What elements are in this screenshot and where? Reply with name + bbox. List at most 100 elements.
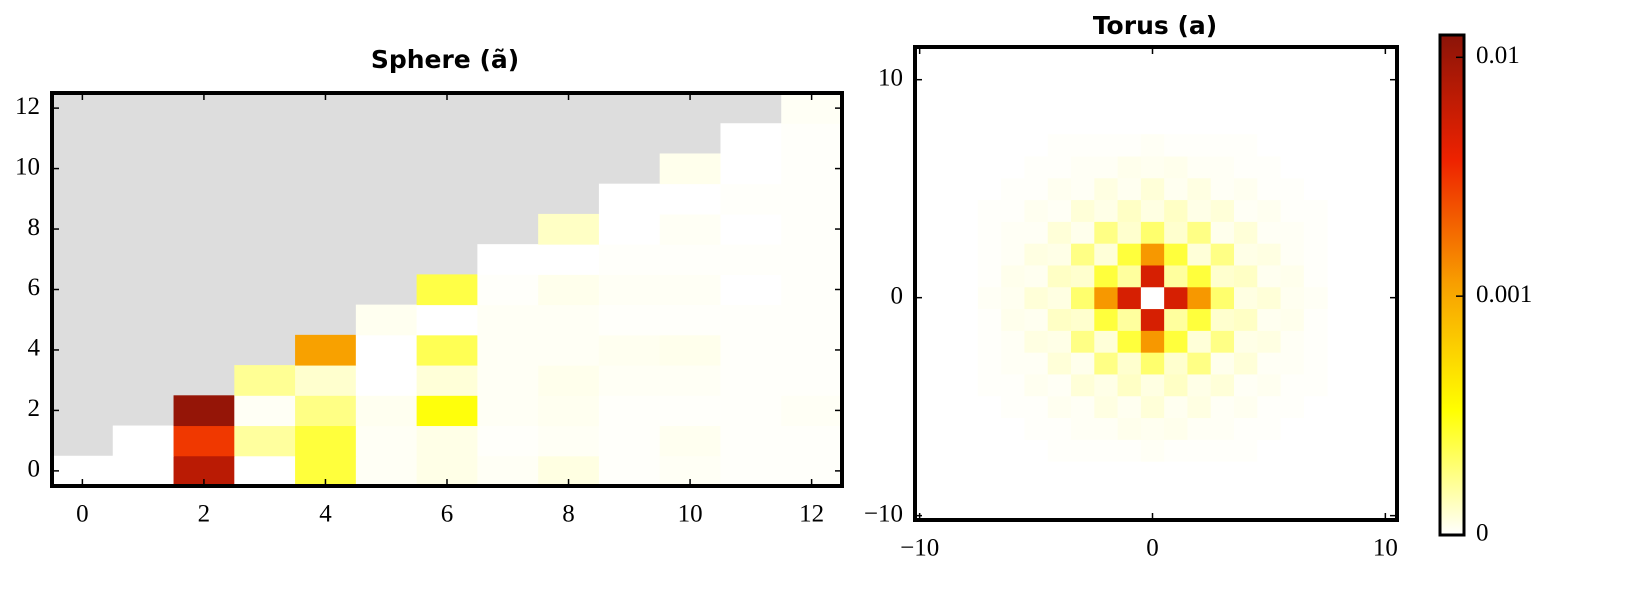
heatmap-cell [1164,373,1188,397]
heatmap-cell [659,304,721,336]
heatmap-cell [1164,352,1188,375]
heatmap-cell [1117,155,1142,179]
heatmap-cell [1117,177,1142,201]
heatmap-cell [1140,352,1165,375]
heatmap-cell [659,334,721,366]
x-tick-label: −10 [900,535,939,562]
heatmap-cell [1164,221,1188,244]
heatmap-cell [1280,155,1305,179]
heatmap-cell [234,455,296,487]
heatmap-cell [1071,395,1095,419]
heatmap-cell [295,425,357,457]
heatmap-cell [538,213,600,245]
heatmap-cell [234,395,296,427]
heatmap-cell [1210,243,1235,266]
heatmap-cell [1280,134,1305,157]
heatmap-cell [1024,395,1049,419]
heatmap-cell [355,395,418,427]
heatmap-cell [1187,308,1212,331]
heatmap-cell [1257,199,1282,222]
heatmap-cell [720,395,782,427]
heatmap-cell [977,417,1002,440]
heatmap-cell [1117,308,1142,331]
heatmap-cell [1164,417,1188,440]
heatmap-cell [720,455,782,487]
heatmap-cell [1234,264,1258,288]
heatmap-cell [1280,264,1305,288]
heatmap-cell [1140,308,1165,331]
heatmap-cell [477,365,539,396]
heatmap-cell [598,425,661,457]
heatmap-cell [1140,395,1165,419]
heatmap-cell [1187,264,1212,288]
heatmap-cell [1047,395,1072,419]
heatmap-cell [1117,221,1142,244]
heatmap-cell [720,153,782,185]
heatmap-cell [1187,352,1212,375]
heatmap-cell [1140,330,1165,353]
heatmap-cell [1094,243,1119,266]
heatmap-cell [781,395,843,427]
heatmap-cell [295,395,357,427]
heatmap-cell [1094,373,1119,397]
heatmap-cell [1047,243,1072,266]
heatmap-cell [1117,373,1142,397]
heatmap-cell [1210,417,1235,440]
heatmap-cell [977,395,1002,419]
heatmap-cell [477,274,539,306]
y-tick-label: 0 [28,456,41,483]
heatmap-cell [1303,264,1328,288]
y-tick-label: 2 [28,395,41,422]
heatmap-cell [1117,330,1142,353]
heatmap-cell [1140,177,1165,201]
heatmap-cell [1280,243,1305,266]
heatmap-cell [1001,308,1025,331]
heatmap-cell [1210,155,1235,179]
heatmap-cell [1117,439,1142,462]
heatmap-cell [781,213,843,245]
heatmap-cell [659,213,721,245]
heatmap-cell [1024,286,1049,310]
heatmap-cell [112,425,175,457]
heatmap-cell [1164,199,1188,222]
heatmap-cell [1303,243,1328,266]
heatmap-cell [1187,439,1212,462]
heatmap-cell [659,365,721,396]
heatmap-cell [1187,373,1212,397]
colorbar [1438,33,1466,537]
heatmap-cell [1280,221,1305,244]
heatmap-cell [720,123,782,154]
colorbar-tick-label: 0.01 [1476,42,1520,69]
heatmap-cell [1280,373,1305,397]
heatmap-cell [1024,373,1049,397]
heatmap-cell [1024,439,1049,462]
heatmap-cell [1280,417,1305,440]
heatmap-cell [1024,243,1049,266]
heatmap-cell [234,425,296,457]
heatmap-cell [598,274,661,306]
chart-title: Sphere (ã) [371,45,519,74]
heatmap-cell [1001,199,1025,222]
heatmap-cell [1257,177,1282,201]
heatmap-cell [1071,352,1095,375]
heatmap-cell [477,425,539,457]
x-tick-label: 10 [1373,535,1398,562]
heatmap-cell [1164,308,1188,331]
heatmap-cell [1071,134,1095,157]
heatmap-cell [1210,221,1235,244]
heatmap-cell [234,365,296,396]
heatmap-cell [1303,286,1328,310]
heatmap-cell [1187,417,1212,440]
heatmap-cell [1001,243,1025,266]
heatmap-cell [1117,199,1142,222]
heatmap-cell [416,365,478,396]
heatmap-cell [1047,264,1072,288]
heatmap-cell [720,213,782,245]
heatmap-cell [1071,286,1095,310]
heatmap-cell [1024,352,1049,375]
heatmap-cell [1001,373,1025,397]
heatmap-cell [416,334,478,366]
heatmap-cell [1024,177,1049,201]
heatmap-cell [1001,155,1025,179]
